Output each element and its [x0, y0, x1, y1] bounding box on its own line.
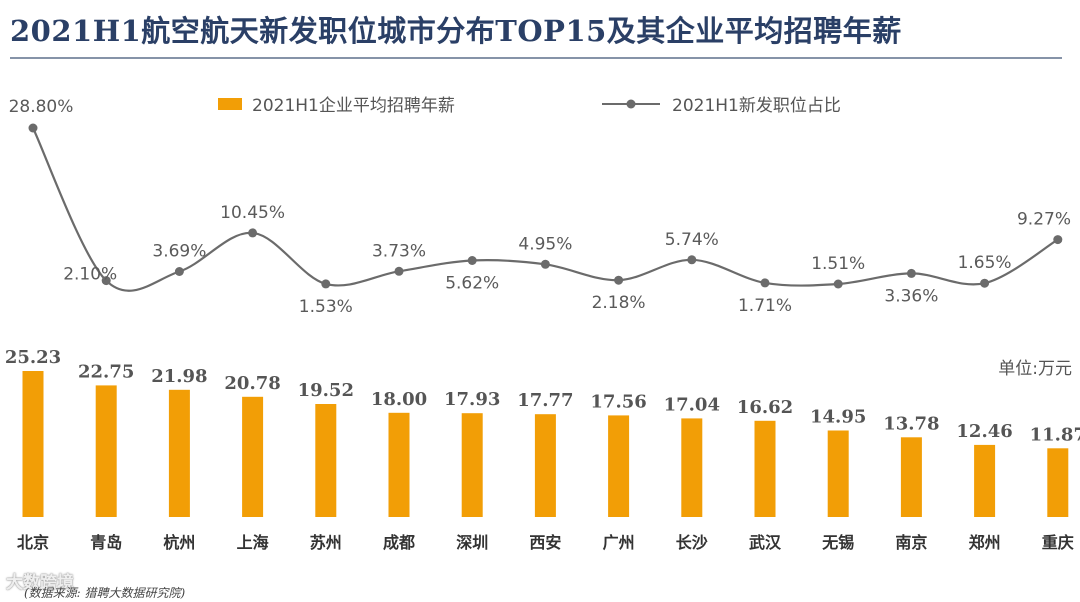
bar-13 — [900, 437, 922, 517]
share-value-label-13: 3.36% — [884, 286, 938, 306]
share-value-label-7: 5.62% — [445, 274, 499, 294]
bar-value-label-8: 17.77 — [517, 390, 573, 411]
legend-line-label: 2021H1新发职位占比 — [672, 96, 841, 116]
category-label-14: 郑州 — [969, 533, 1001, 552]
bar-value-label-10: 17.04 — [664, 394, 720, 415]
bar-value-label-5: 19.52 — [298, 380, 354, 401]
share-point-12 — [833, 279, 843, 289]
bar-value-label-15: 11.87 — [1030, 424, 1080, 445]
category-label-7: 深圳 — [456, 533, 488, 552]
category-label-3: 杭州 — [163, 533, 195, 552]
share-point-6 — [394, 266, 404, 276]
share-point-13 — [906, 268, 916, 278]
bar-6 — [388, 412, 410, 517]
bar-8 — [534, 414, 556, 517]
share-point-3 — [174, 267, 184, 276]
share-point-9 — [614, 275, 624, 285]
bar-9 — [608, 415, 630, 517]
title-divider — [10, 57, 1062, 59]
legend-line-marker — [626, 99, 636, 109]
category-label-13: 南京 — [895, 533, 927, 552]
bar-12 — [827, 430, 849, 517]
bar-14 — [974, 444, 996, 517]
category-labels: 北京 青岛 杭州 上海 苏州 成都 深圳 西安 广州 长沙 武汉 无锡 南京 郑州 重庆 — [17, 533, 1074, 552]
bar-value-label-12: 14.95 — [810, 407, 866, 428]
share-value-label-4: 10.45% — [220, 203, 285, 223]
bar-value-label-4: 20.78 — [224, 373, 280, 394]
share-value-label-12: 1.51% — [811, 254, 865, 274]
category-label-4: 上海 — [237, 533, 269, 552]
bar-value-labels: 25.23 22.75 21.98 20.78 19.52 18.00 17.93 17.77… — [5, 347, 1080, 445]
category-label-5: 苏州 — [310, 533, 342, 552]
share-point-7 — [467, 256, 477, 265]
share-point-4 — [248, 228, 258, 238]
category-label-2: 青岛 — [90, 533, 122, 552]
category-label-10: 长沙 — [676, 533, 708, 552]
source-note: (数据来源: 猎聘大数据研究院) — [24, 586, 186, 600]
bar-5 — [315, 404, 337, 517]
category-label-12: 无锡 — [821, 533, 854, 552]
bar-value-label-2: 22.75 — [78, 361, 134, 382]
category-label-6: 成都 — [383, 533, 415, 552]
share-point-15 — [1053, 235, 1063, 245]
category-label-15: 重庆 — [1042, 533, 1074, 552]
bar-3 — [168, 389, 190, 517]
bar-10 — [681, 418, 703, 517]
share-point-5 — [321, 279, 331, 289]
share-point-14 — [980, 278, 990, 288]
share-value-label-5: 1.53% — [299, 297, 353, 317]
share-value-label-11: 1.71% — [738, 296, 792, 316]
bar-15 — [1047, 448, 1069, 517]
bar-series — [22, 371, 1069, 517]
share-value-label-3: 3.69% — [152, 242, 206, 262]
bar-value-label-6: 18.00 — [371, 389, 427, 410]
share-value-label-15: 9.27% — [1017, 210, 1071, 230]
share-value-label-2: 2.10% — [63, 265, 117, 285]
share-point-11 — [760, 278, 770, 288]
watermark: 大数跨境 — [6, 573, 74, 593]
share-point-2 — [101, 276, 111, 286]
bar-value-label-1: 25.23 — [5, 347, 61, 368]
share-point-8 — [540, 259, 550, 269]
share-value-label-10: 5.74% — [665, 230, 719, 250]
legend-bar-swatch — [218, 98, 242, 110]
share-value-labels: 28.80% 2.10% 3.69% 10.45% 1.53% 3.73% 5.62% 4.9… — [9, 97, 1071, 317]
bar-11 — [754, 420, 776, 517]
share-value-label-14: 1.65% — [958, 253, 1012, 273]
bar-value-label-11: 16.62 — [737, 397, 793, 418]
category-label-11: 武汉 — [749, 533, 782, 552]
legend-bar-label: 2021H1企业平均招聘年薪 — [252, 96, 455, 116]
bar-value-label-14: 12.46 — [956, 421, 1012, 442]
bar-4 — [242, 396, 264, 517]
category-label-8: 西安 — [529, 533, 561, 552]
bar-7 — [461, 413, 483, 517]
unit-label: 单位:万元 — [998, 359, 1072, 379]
share-value-label-6: 3.73% — [372, 241, 426, 261]
category-label-9: 广州 — [603, 533, 635, 552]
share-value-label-1: 28.80% — [9, 97, 74, 117]
bar-1 — [22, 371, 44, 517]
legend: 2021H1企业平均招聘年薪 2021H1新发职位占比 — [218, 96, 841, 116]
category-label-1: 北京 — [17, 533, 49, 552]
bar-value-label-7: 17.93 — [444, 389, 500, 410]
page-title: 2021H1航空航天新发职位城市分布TOP15及其企业平均招聘年薪 — [10, 14, 902, 48]
share-points — [28, 123, 1063, 289]
bar-value-label-9: 17.56 — [590, 391, 646, 412]
bar-value-label-13: 13.78 — [883, 413, 939, 434]
share-point-1 — [28, 123, 38, 133]
bar-value-label-3: 21.98 — [151, 366, 207, 387]
share-value-label-9: 2.18% — [592, 293, 646, 313]
share-point-10 — [687, 255, 697, 265]
bar-2 — [95, 385, 117, 517]
share-value-label-8: 4.95% — [518, 234, 572, 254]
